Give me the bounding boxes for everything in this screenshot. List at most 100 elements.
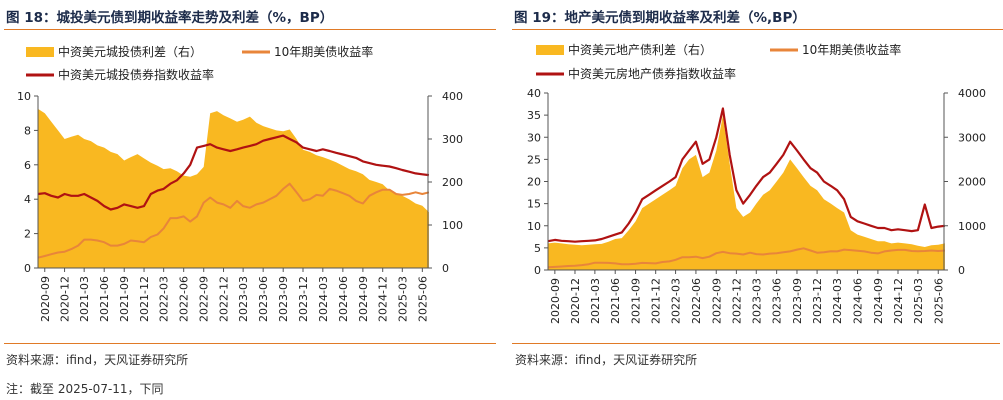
x-tick-label: 2021-06 <box>98 276 111 322</box>
x-tick-label: 2024-06 <box>852 278 865 324</box>
y-right-tick-label: 100 <box>442 219 463 232</box>
x-tick-label: 2025-06 <box>416 276 429 322</box>
x-tick-label: 2023-12 <box>297 276 310 322</box>
x-tick-label: 2023-06 <box>257 276 270 322</box>
chart-panel-18: 图 18：城投美元债到期收益率走势及利差（%，BP） 中资美元城投债利差（右） 1… <box>4 0 496 345</box>
x-tick-label: 2024-12 <box>377 276 390 322</box>
y-right-tick-label: 4000 <box>958 87 986 100</box>
x-tick-label: 2023-12 <box>811 278 824 324</box>
x-tick-label: 2025-06 <box>932 278 945 324</box>
legend-swatch <box>536 45 564 55</box>
footer-rule <box>4 343 496 344</box>
x-tick-label: 2020-09 <box>39 276 52 322</box>
y-left-tick-label: 8 <box>24 124 31 137</box>
x-tick-label: 2021-12 <box>138 276 151 322</box>
y-right-tick-label: 200 <box>442 176 463 189</box>
legend-label: 中资美元城投债券指数收益率 <box>58 67 214 82</box>
x-tick-label: 2023-03 <box>237 276 250 322</box>
y-left-tick-label: 6 <box>24 159 31 172</box>
source-text-18: 资料来源：ifind，天风证券研究所 <box>6 353 189 367</box>
figure-title-text: 城投美元债到期收益率走势及利差（%，BP） <box>56 10 334 26</box>
x-tick-label: 2024-09 <box>357 276 370 322</box>
title-rule <box>512 29 1003 30</box>
x-tick-label: 2022-03 <box>670 278 683 324</box>
y-right-tick-label: 400 <box>442 90 463 103</box>
figure-label: 图 18： <box>6 10 57 26</box>
y-left-tick-label: 0 <box>24 262 31 275</box>
x-tick-label: 2021-03 <box>78 276 91 322</box>
series-line-treasury <box>37 182 430 259</box>
x-tick-label: 2022-12 <box>730 278 743 324</box>
series-area-spread <box>38 108 429 269</box>
x-tick-label: 2021-09 <box>118 276 131 322</box>
x-tick-label: 2021-12 <box>650 278 663 324</box>
x-tick-label: 2023-09 <box>277 276 290 322</box>
y-left-tick-label: 40 <box>527 87 541 100</box>
y-left-tick-label: 5 <box>534 242 541 255</box>
y-right-tick-label: 0 <box>958 264 965 277</box>
series-line-index <box>547 107 946 243</box>
y-left-tick-label: 25 <box>527 153 541 166</box>
x-tick-label: 2024-03 <box>831 278 844 324</box>
series-line-index <box>37 134 430 211</box>
x-tick-label: 2022-06 <box>178 276 191 322</box>
legend-label: 10年期美债收益率 <box>802 42 901 57</box>
y-left-tick-label: 35 <box>527 109 541 122</box>
legend-label: 中资美元地产债利差（右） <box>568 42 712 57</box>
series-area-spread <box>548 115 945 270</box>
x-tick-label: 2024-03 <box>317 276 330 322</box>
y-right-tick-label: 300 <box>442 133 463 146</box>
footer-rule <box>512 343 1000 344</box>
y-left-tick-label: 0 <box>534 264 541 277</box>
legend-label: 10年期美债收益率 <box>274 44 373 59</box>
x-tick-label: 2023-06 <box>771 278 784 324</box>
x-tick-label: 2021-09 <box>630 278 643 324</box>
legend-item: 中资美元城投债券指数收益率 <box>26 67 214 82</box>
x-tick-label: 2023-09 <box>791 278 804 324</box>
y-right-tick-label: 3000 <box>958 131 986 144</box>
legend-item: 10年期美债收益率 <box>770 42 901 57</box>
x-tick-label: 2020-09 <box>549 278 562 324</box>
chart-panel-19: 图 19：地产美元债到期收益率及利差（%,BP） 中资美元地产债利差（右） 10年… <box>512 0 1003 345</box>
x-tick-label: 2021-06 <box>609 278 622 324</box>
x-tick-label: 2020-12 <box>569 278 582 324</box>
x-tick-label: 2022-03 <box>158 276 171 322</box>
legend-label: 中资美元房地产债券指数收益率 <box>568 66 736 81</box>
legend-item: 10年期美债收益率 <box>242 44 373 59</box>
x-tick-label: 2021-03 <box>589 278 602 324</box>
y-right-tick-label: 2000 <box>958 176 986 189</box>
x-tick-label: 2022-06 <box>690 278 703 324</box>
figure-title-text: 地产美元债到期收益率及利差（%,BP） <box>564 10 806 26</box>
y-left-tick-label: 15 <box>527 198 541 211</box>
figure-label: 图 19： <box>514 10 565 26</box>
x-tick-label: 2020-12 <box>59 276 72 322</box>
y-right-tick-label: 0 <box>442 262 449 275</box>
figure-title: 图 18：城投美元债到期收益率走势及利差（%，BP） <box>6 6 333 26</box>
legend-item: 中资美元房地产债券指数收益率 <box>536 66 736 81</box>
title-rule <box>4 29 496 30</box>
legend-item: 中资美元地产债利差（右） <box>536 42 712 57</box>
x-tick-label: 2024-12 <box>892 278 905 324</box>
y-right-tick-label: 1000 <box>958 220 986 233</box>
legend-item: 中资美元城投债利差（右） <box>26 44 202 59</box>
y-left-tick-label: 10 <box>17 90 31 103</box>
y-left-tick-label: 4 <box>24 193 31 206</box>
y-left-tick-label: 30 <box>527 131 541 144</box>
y-left-tick-label: 10 <box>527 220 541 233</box>
legend-swatch <box>26 47 54 57</box>
figure-title: 图 19：地产美元债到期收益率及利差（%,BP） <box>514 6 806 26</box>
note-text: 注：截至 2025-07-11，下同 <box>6 382 164 396</box>
x-tick-label: 2022-12 <box>218 276 231 322</box>
legend-label: 中资美元城投债利差（右） <box>58 44 202 59</box>
x-tick-label: 2025-03 <box>396 276 409 322</box>
x-tick-label: 2024-09 <box>872 278 885 324</box>
source-text-19: 资料来源：ifind，天风证券研究所 <box>515 353 698 367</box>
x-tick-label: 2022-09 <box>710 278 723 324</box>
series-line-treasury <box>547 247 945 269</box>
x-tick-label: 2022-09 <box>198 276 211 322</box>
y-left-tick-label: 20 <box>527 176 541 189</box>
x-tick-label: 2023-03 <box>750 278 763 324</box>
y-left-tick-label: 2 <box>24 228 31 241</box>
